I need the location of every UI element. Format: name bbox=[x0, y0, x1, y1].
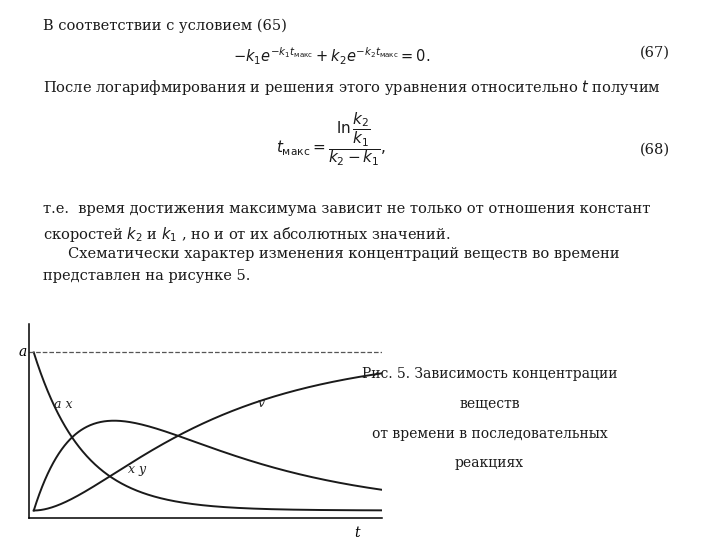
Text: Схематически характер изменения концентраций веществ во времени: Схематически характер изменения концентр… bbox=[68, 247, 620, 261]
Text: a x: a x bbox=[54, 398, 72, 411]
Text: Рис. 5. Зависимость концентрации: Рис. 5. Зависимость концентрации bbox=[362, 367, 617, 381]
Text: x y: x y bbox=[128, 463, 146, 476]
Text: от времени в последовательных: от времени в последовательных bbox=[372, 427, 608, 441]
Text: v: v bbox=[257, 396, 264, 409]
Text: a: a bbox=[19, 346, 27, 360]
Text: скоростей $k_2$ и $k_1$ , но и от их абсолютных значений.: скоростей $k_2$ и $k_1$ , но и от их абс… bbox=[43, 225, 451, 244]
Text: $-k_1e^{-k_1t_\mathrm{макс}}+k_2e^{-k_2t_\mathrm{макс}}=0.$: $-k_1e^{-k_1t_\mathrm{макс}}+k_2e^{-k_2t… bbox=[233, 46, 430, 68]
Text: (68): (68) bbox=[639, 143, 670, 157]
Text: После логарифмирования и решения этого уравнения относительно $t$ получим: После логарифмирования и решения этого у… bbox=[43, 78, 661, 97]
Text: веществ: веществ bbox=[459, 397, 520, 411]
Text: реакциях: реакциях bbox=[455, 456, 524, 470]
Text: (67): (67) bbox=[639, 46, 670, 60]
Text: t: t bbox=[354, 526, 360, 540]
Text: $t_\mathrm{макс}=\dfrac{\ln\dfrac{k_2}{k_1}}{k_2-k_1},$: $t_\mathrm{макс}=\dfrac{\ln\dfrac{k_2}{k… bbox=[276, 111, 387, 168]
Text: представлен на рисунке 5.: представлен на рисунке 5. bbox=[43, 269, 251, 284]
Text: В соответствии с условием (65): В соответствии с условием (65) bbox=[43, 19, 287, 33]
Text: т.е.  время достижения максимума зависит не только от отношения констант: т.е. время достижения максимума зависит … bbox=[43, 202, 651, 217]
